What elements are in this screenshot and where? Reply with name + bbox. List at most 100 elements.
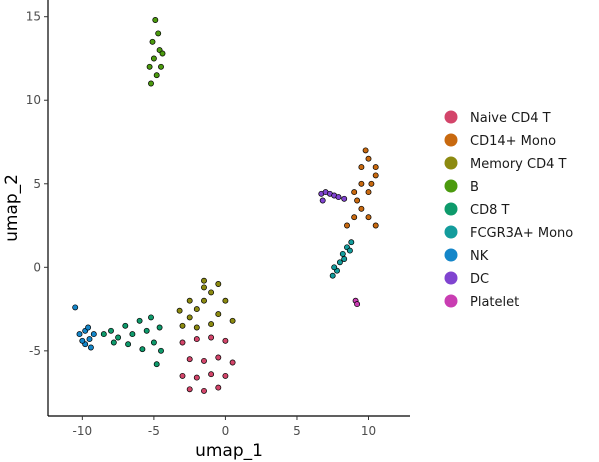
data-point — [156, 324, 163, 331]
series-0 — [179, 334, 236, 394]
y-tick-label: 0 — [33, 260, 41, 274]
data-point — [186, 386, 193, 393]
data-point — [186, 356, 193, 363]
legend-item: Naive CD4 T — [444, 110, 551, 126]
series-6 — [72, 304, 97, 351]
data-point — [208, 334, 215, 341]
data-point — [110, 339, 117, 346]
data-point — [115, 334, 122, 341]
data-point — [179, 372, 186, 379]
data-point — [153, 361, 160, 368]
legend-label: DC — [470, 272, 489, 287]
legend-swatch — [444, 248, 458, 262]
data-point — [222, 372, 229, 379]
legend-label: Memory CD4 T — [470, 157, 566, 172]
data-point — [358, 205, 365, 212]
data-point — [193, 306, 200, 313]
data-point — [86, 336, 93, 343]
legend-label: Naive CD4 T — [470, 111, 551, 126]
data-point — [339, 250, 346, 257]
data-point — [368, 180, 375, 187]
data-point — [372, 172, 379, 179]
data-point — [148, 314, 154, 321]
data-point — [72, 304, 79, 311]
data-point — [201, 277, 207, 284]
data-point — [346, 247, 353, 254]
data-point — [329, 272, 336, 279]
data-point — [215, 281, 222, 287]
legend-item: Platelet — [444, 294, 519, 310]
data-point — [222, 297, 229, 304]
legend-item: FCGR3A+ Mono — [444, 225, 573, 241]
data-point — [208, 371, 215, 378]
data-point — [158, 347, 164, 354]
data-point — [100, 331, 107, 338]
data-point — [215, 311, 222, 318]
data-point — [354, 197, 361, 204]
data-point — [335, 194, 342, 201]
y-tick-label: 5 — [33, 177, 41, 191]
legend-item: CD14+ Mono — [444, 133, 556, 149]
data-point — [341, 256, 348, 262]
data-point — [229, 359, 236, 366]
data-point — [79, 337, 86, 344]
plot-panel — [47, 0, 410, 417]
data-point — [152, 17, 159, 23]
legend-swatch — [444, 179, 458, 193]
legend-swatch — [444, 156, 458, 170]
legend-item: B — [444, 179, 479, 195]
legend-label: CD8 T — [470, 203, 509, 218]
data-point — [201, 284, 207, 291]
data-point — [146, 63, 153, 70]
legend-label: CD14+ Mono — [470, 134, 556, 149]
legend-item: DC — [444, 271, 489, 287]
data-point — [85, 324, 92, 331]
data-point — [215, 384, 222, 391]
legend-item: CD8 T — [444, 202, 509, 218]
data-point — [150, 55, 157, 62]
data-point — [351, 214, 358, 221]
data-point — [136, 317, 143, 324]
data-point — [208, 321, 215, 328]
legend-item: Memory CD4 T — [444, 156, 566, 172]
data-point — [76, 331, 83, 338]
data-point — [222, 337, 229, 344]
data-point — [158, 63, 164, 70]
legend-swatch — [444, 110, 458, 124]
data-point — [372, 164, 379, 171]
data-point — [186, 314, 193, 321]
data-point — [122, 322, 129, 329]
x-tick-label: -10 — [73, 424, 93, 438]
x-tick-label: 0 — [222, 424, 230, 438]
series-1 — [344, 147, 379, 229]
data-point — [201, 357, 207, 364]
data-point — [358, 180, 365, 187]
y-tick-label: 15 — [26, 10, 41, 24]
data-point — [193, 324, 200, 331]
data-points — [72, 17, 379, 394]
data-point — [139, 346, 146, 353]
data-point — [362, 147, 369, 154]
series-2 — [176, 277, 236, 331]
data-point — [351, 189, 358, 196]
data-point — [193, 336, 200, 343]
legend-swatch — [444, 271, 458, 285]
series-3 — [146, 17, 166, 87]
legend-swatch — [444, 294, 458, 308]
data-point — [354, 301, 361, 308]
data-point — [179, 339, 186, 346]
data-point — [149, 38, 156, 45]
data-point — [365, 189, 372, 196]
x-axis-title: umap_1 — [195, 441, 263, 461]
data-point — [372, 222, 379, 229]
legend: Naive CD4 T CD14+ Mono Memory CD4 T B CD8 T F… — [444, 110, 573, 310]
data-point — [155, 30, 162, 37]
data-point — [319, 197, 326, 204]
data-point — [208, 289, 215, 296]
data-point — [341, 195, 348, 202]
y-axis-ticks: -5 0 5 10 15 — [26, 10, 48, 358]
data-point — [90, 331, 97, 338]
x-tick-label: -5 — [148, 424, 160, 438]
y-tick-label: 10 — [26, 93, 41, 107]
